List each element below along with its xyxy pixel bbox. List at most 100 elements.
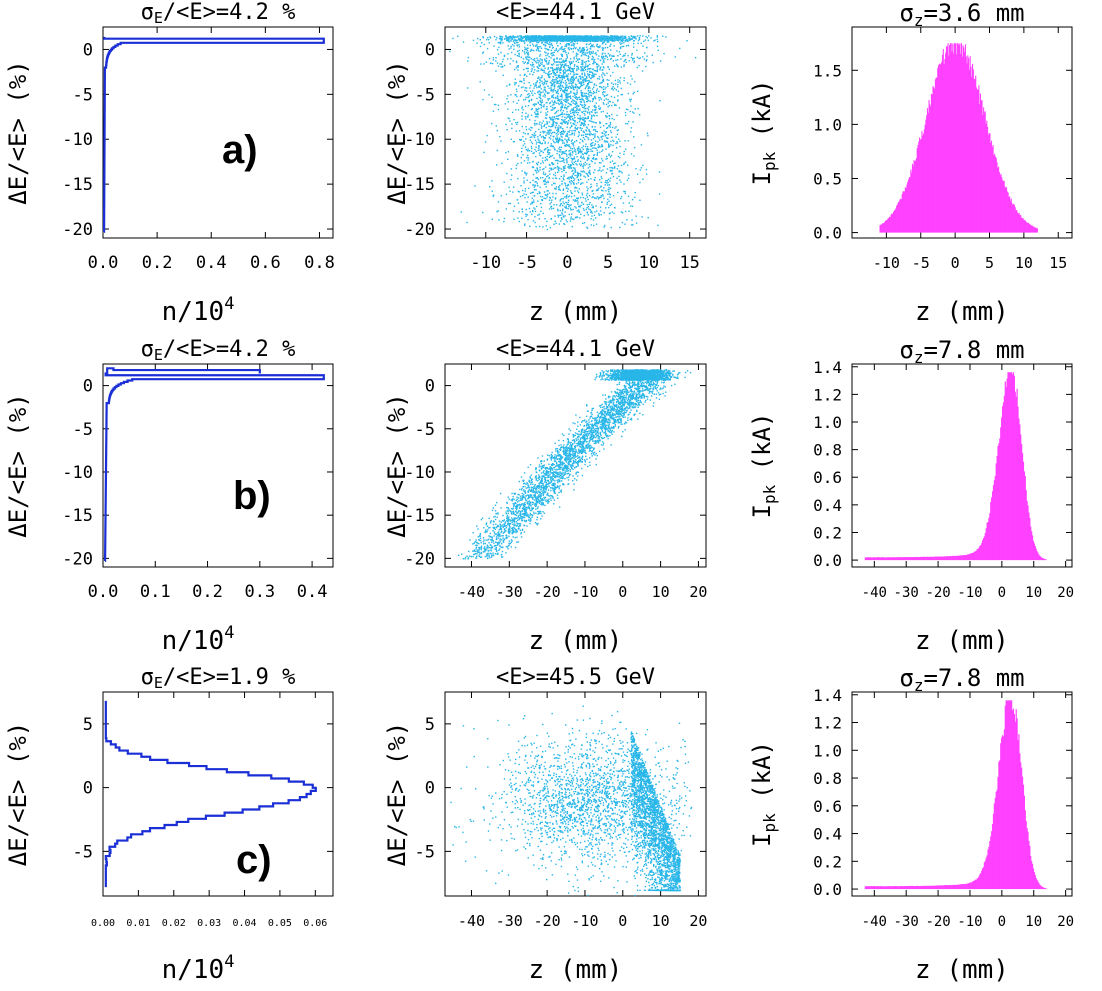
phase-point <box>518 37 520 40</box>
phase-point <box>565 159 568 161</box>
phase-point <box>608 184 611 186</box>
phase-point <box>600 162 602 164</box>
phase-point <box>460 553 463 555</box>
phase-point <box>531 64 534 66</box>
phase-point <box>588 163 591 166</box>
phase-point <box>608 115 611 118</box>
phase-point <box>572 92 575 94</box>
phase-point <box>541 61 543 64</box>
phase-point <box>548 208 551 210</box>
phase-point <box>590 160 593 162</box>
phase-point <box>505 123 507 126</box>
phase-point <box>564 130 566 133</box>
phase-point <box>596 38 599 40</box>
phase-point <box>491 122 493 125</box>
phase-point <box>581 47 584 49</box>
phase-point <box>522 194 524 197</box>
phase-point <box>580 183 582 186</box>
phase-point <box>501 60 504 63</box>
phase-point <box>568 139 570 141</box>
phase-point <box>591 115 593 118</box>
phase-point <box>567 203 570 206</box>
phase-point <box>569 64 572 66</box>
phase-point <box>579 108 581 110</box>
phase-point <box>616 142 619 144</box>
phase-point <box>587 74 589 76</box>
phase-point <box>568 62 571 64</box>
phase-point <box>548 116 551 118</box>
phase-point <box>587 115 590 118</box>
current-bar <box>1006 191 1008 233</box>
phase-point <box>552 71 554 74</box>
phase-point <box>621 45 623 48</box>
phase-point <box>539 202 542 205</box>
phase-point <box>557 139 559 141</box>
phase-point <box>590 52 593 54</box>
phase-point <box>580 36 582 38</box>
phase-point <box>607 145 610 147</box>
phase-point <box>564 60 567 62</box>
phase-point <box>583 222 586 224</box>
phase-point <box>503 220 505 223</box>
phase-point <box>553 157 555 159</box>
phase-point <box>573 63 576 66</box>
current-bar <box>959 43 961 233</box>
current-bar <box>989 133 991 233</box>
phase-point <box>579 160 582 163</box>
phase-point <box>577 50 580 52</box>
phase-point <box>602 79 604 82</box>
phase-point <box>573 36 576 38</box>
phase-point <box>609 180 611 182</box>
phase-point <box>640 42 642 45</box>
phase-point <box>583 101 586 104</box>
phase-point <box>552 39 555 42</box>
phase-point <box>572 119 575 121</box>
phase-point <box>621 39 624 41</box>
phase-point <box>572 142 575 144</box>
phase-point <box>528 150 531 152</box>
phase-point <box>544 35 546 37</box>
phase-point <box>572 82 574 84</box>
phase-point <box>533 103 535 105</box>
phase-point <box>578 120 581 123</box>
phase-point <box>527 67 529 70</box>
phase-point <box>565 97 568 99</box>
phase-point <box>578 146 580 148</box>
phase-point <box>529 84 532 87</box>
phase-point <box>608 68 610 71</box>
phase-point <box>558 178 561 180</box>
phase-point <box>547 180 549 183</box>
phase-point <box>472 531 474 534</box>
phase-point <box>589 134 591 136</box>
phase-point <box>557 49 560 52</box>
phase-point <box>583 214 585 217</box>
phase-point <box>502 74 505 77</box>
phase-point <box>569 95 572 97</box>
phase-point <box>524 132 526 135</box>
phase-point <box>600 186 602 188</box>
phase-point <box>567 139 570 141</box>
phase-point <box>609 196 611 198</box>
phase-point <box>536 168 539 170</box>
phase-point <box>503 54 506 57</box>
current-bar <box>888 216 891 233</box>
phase-point <box>557 114 560 117</box>
phase-point <box>589 143 592 145</box>
phase-point <box>584 124 586 126</box>
phase-point <box>511 37 513 39</box>
phase-point <box>583 54 585 56</box>
phase-point <box>570 42 572 44</box>
phase-xtick-label: 20 <box>689 583 707 601</box>
phase-point <box>549 203 551 205</box>
phase-point <box>561 102 563 105</box>
phase-point <box>570 38 573 40</box>
phase-point <box>507 53 509 55</box>
phase-point <box>592 206 594 209</box>
current-bar <box>948 55 950 233</box>
phase-point <box>533 136 536 139</box>
phase-point <box>539 53 542 56</box>
phase-point <box>590 71 592 73</box>
phase-point <box>679 47 681 50</box>
phase-point <box>521 217 523 220</box>
phase-point <box>579 138 582 140</box>
